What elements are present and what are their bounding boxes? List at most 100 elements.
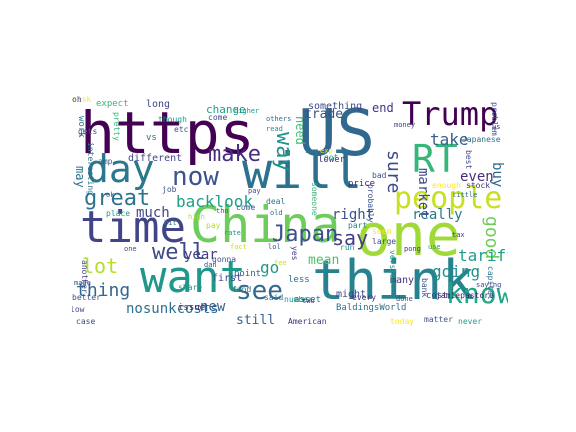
cloud-word: etc	[174, 125, 189, 134]
cloud-word: US	[298, 97, 376, 171]
cloud-word: really	[412, 207, 463, 223]
cloud-word: one	[356, 201, 461, 269]
cloud-word: version	[388, 250, 397, 284]
cloud-word: use	[428, 243, 441, 251]
cloud-word: bank	[420, 278, 429, 298]
cloud-word: many	[390, 275, 415, 286]
cloud-word: done	[396, 295, 413, 303]
cloud-word: though	[158, 115, 187, 124]
cloud-word: probably	[366, 184, 375, 223]
cloud-word: bad	[372, 171, 387, 180]
cloud-word: got	[324, 153, 339, 162]
cloud-word: right	[332, 207, 375, 223]
cloud-word: place	[106, 209, 131, 218]
cloud-word: little	[452, 191, 478, 199]
cloud-word: sure	[383, 150, 404, 194]
cloud-word: someone	[310, 182, 319, 216]
cloud-word: read	[266, 125, 283, 133]
cloud-word: best	[464, 150, 473, 170]
cloud-word: something	[308, 101, 363, 112]
cloud-word: higher	[234, 107, 260, 115]
cloud-word: others	[266, 115, 292, 123]
cloud-word: know	[446, 277, 508, 310]
cloud-word: year	[184, 247, 218, 263]
cloud-word: still	[236, 313, 276, 328]
cloud-word: large	[372, 237, 397, 246]
cloud-word: time	[80, 202, 186, 253]
cloud-word: vs	[146, 133, 157, 143]
cloud-word: part	[348, 221, 368, 230]
cloud-word: day	[86, 147, 155, 191]
cloud-word: Trump	[402, 96, 499, 133]
cloud-word: go	[260, 258, 280, 277]
cloud-word: might	[336, 289, 367, 300]
cloud-word: case	[76, 317, 96, 326]
cloud-word: Japan	[272, 222, 339, 247]
cloud-word: China	[190, 196, 341, 254]
cloud-word: asset	[294, 295, 322, 305]
cloud-word: thing	[76, 280, 131, 301]
cloud-word: lower	[318, 155, 346, 165]
cloud-word: issue	[178, 303, 206, 313]
cloud-word: share	[178, 283, 203, 292]
cloud-word: cost	[426, 291, 448, 301]
cloud-word: make	[208, 142, 261, 167]
cloud-word: another	[80, 260, 89, 294]
cloud-word: enough	[432, 181, 461, 190]
cloud-word: fund	[232, 285, 252, 294]
cloud-word: yes	[290, 246, 299, 261]
cloud-word: gonna	[212, 255, 237, 264]
cloud-word: number	[284, 295, 313, 304]
cloud-word: buy	[489, 162, 505, 188]
cloud-word: two	[302, 297, 315, 305]
cloud-word: lol	[268, 243, 281, 251]
cloud-word: money	[394, 121, 416, 129]
cloud-word: pay	[248, 187, 261, 195]
cloud-word: jamiepastore	[436, 291, 494, 300]
cloud-word: come	[236, 203, 256, 212]
cloud-word: never	[458, 317, 483, 326]
cloud-word: going	[432, 262, 481, 281]
cloud-word: great	[84, 186, 151, 211]
cloud-word: deal	[266, 197, 286, 206]
cloud-word: think	[312, 249, 475, 312]
cloud-word: every	[352, 293, 377, 302]
cloud-word: pretty	[112, 112, 121, 141]
cloud-word: risk	[72, 96, 92, 104]
cloud-word: less	[288, 275, 310, 285]
cloud-word: lot	[82, 254, 119, 278]
cloud-word: American	[288, 317, 327, 326]
cloud-word: old	[270, 209, 283, 217]
cloud-word: Japanese	[462, 135, 501, 144]
cloud-word: RT	[412, 137, 458, 181]
cloud-word: first	[212, 273, 243, 284]
cloud-word: take	[430, 130, 469, 149]
cloud-word: us	[492, 123, 501, 131]
cloud-word: different	[128, 153, 183, 164]
word-cloud: https US think will one China time want Trump RT d…	[72, 96, 508, 332]
cloud-word: pay	[206, 221, 221, 230]
cloud-word: much	[136, 205, 170, 221]
cloud-word: https	[80, 99, 255, 167]
cloud-word: job	[162, 185, 177, 194]
cloud-word: expect	[96, 99, 129, 109]
cloud-word: tax	[452, 231, 465, 239]
cloud-word: want	[140, 252, 246, 303]
cloud-word: long	[146, 99, 171, 110]
cloud-word: rate	[224, 229, 241, 237]
cloud-word: trade	[304, 107, 344, 122]
cloud-word: backlook	[176, 192, 254, 211]
cloud-word: low	[72, 305, 85, 314]
cloud-word: dan	[204, 261, 217, 269]
cloud-word: even	[460, 169, 494, 185]
cloud-word: one	[124, 245, 137, 253]
cloud-word: stock	[466, 181, 491, 190]
cloud-word: will	[242, 142, 363, 200]
cloud-word: mean	[308, 253, 340, 268]
cloud-word: now	[172, 162, 219, 192]
cloud-word: people	[394, 181, 503, 216]
cloud-word: come	[208, 113, 228, 122]
cloud-word: made	[74, 279, 91, 287]
cloud-word: tho	[216, 207, 229, 215]
cloud-word: run	[340, 243, 355, 252]
